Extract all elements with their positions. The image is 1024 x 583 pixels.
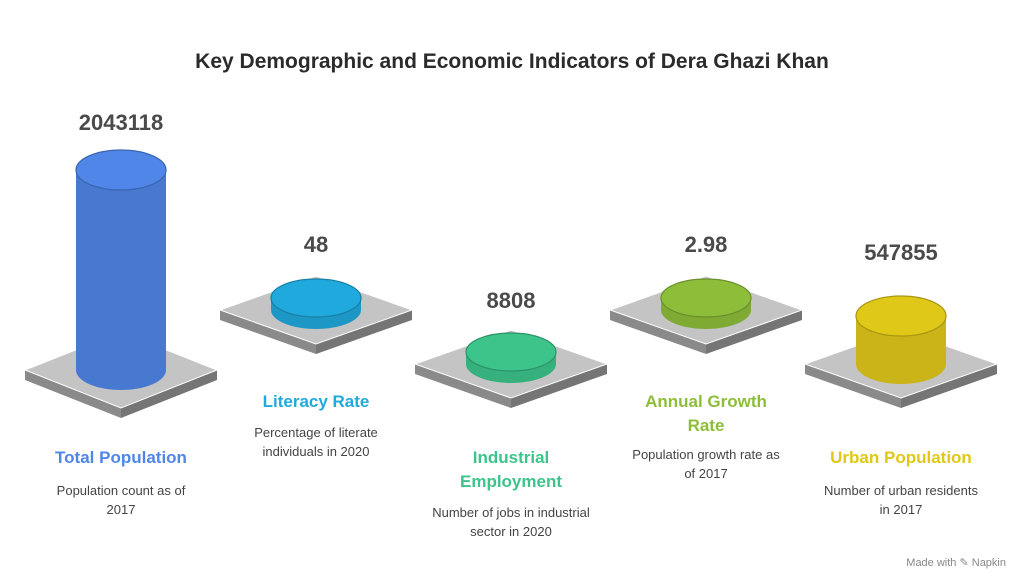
industrial-employment-description: Number of jobs in industrial sector in 2… (432, 505, 590, 539)
total-population-description: Population count as of 2017 (56, 483, 186, 517)
industrial-employment-plate-left (415, 364, 511, 408)
urban-population-plate-left (805, 364, 901, 408)
literacy-rate-value: 48 (304, 232, 328, 257)
urban-population-plate-right (901, 364, 997, 408)
urban-population-bar-top (855, 295, 947, 337)
annual-growth-rate-label: Annual Growth Rate (645, 392, 767, 435)
urban-population-description: Number of urban residents in 2017 (824, 483, 978, 517)
literacy-rate-description: Percentage of literate individuals in 20… (254, 425, 378, 459)
literacy-rate-plate-left (220, 310, 316, 354)
industrial-employment-group: 8808 (413, 288, 609, 408)
annual-growth-rate-description: Population growth rate as of 2017 (632, 447, 780, 481)
total-population-plate-left (25, 370, 121, 418)
literacy-rate-group: 48 (218, 232, 414, 354)
annual-growth-rate-plate-right (706, 310, 802, 354)
industrial-employment-bar-top (465, 332, 557, 372)
urban-population-label: Urban Population (830, 448, 972, 467)
annual-growth-rate-value: 2.98 (685, 232, 728, 257)
annual-growth-rate-bar-top (660, 278, 752, 318)
total-population-plate-right (121, 370, 217, 418)
total-population-bar-top (75, 149, 167, 191)
literacy-rate-plate-right (316, 310, 412, 354)
annual-growth-rate-group: 2.98 (608, 232, 804, 354)
total-population-bar (76, 170, 166, 390)
total-population-value: 2043118 (79, 110, 163, 135)
industrial-employment-plate-right (511, 364, 607, 408)
industrial-employment-label: Industrial Employment (459, 448, 563, 491)
literacy-rate-label: Literacy Rate (262, 392, 370, 411)
urban-population-group: 547855 (803, 240, 999, 408)
industrial-employment-value: 8808 (487, 288, 536, 313)
total-population-label: Total Population (55, 448, 187, 467)
annual-growth-rate-plate-left (610, 310, 706, 354)
total-population-group: 2043118 (23, 110, 219, 418)
urban-population-value: 547855 (864, 240, 937, 265)
literacy-rate-bar-top (270, 278, 362, 318)
made-with-napkin-footer: Made with ✎ Napkin (906, 557, 1006, 569)
chart-title: Key Demographic and Economic Indicators … (195, 50, 829, 73)
